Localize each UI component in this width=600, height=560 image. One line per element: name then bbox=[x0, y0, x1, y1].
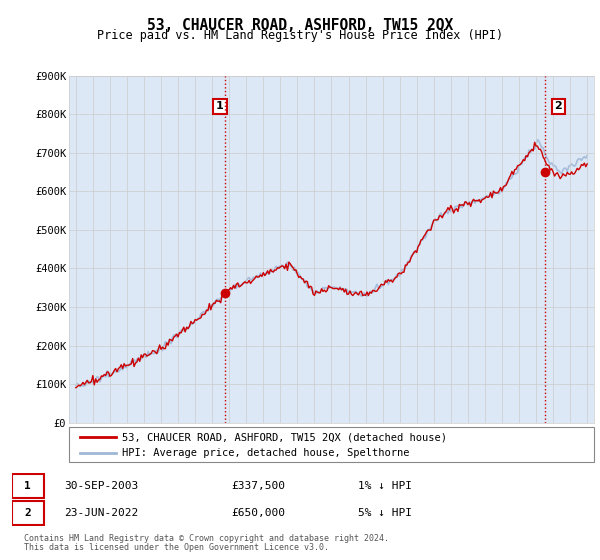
Text: 1: 1 bbox=[25, 481, 31, 491]
Text: 2: 2 bbox=[25, 508, 31, 518]
FancyBboxPatch shape bbox=[12, 501, 44, 525]
Text: HPI: Average price, detached house, Spelthorne: HPI: Average price, detached house, Spel… bbox=[121, 449, 409, 458]
Text: 53, CHAUCER ROAD, ASHFORD, TW15 2QX (detached house): 53, CHAUCER ROAD, ASHFORD, TW15 2QX (det… bbox=[121, 432, 446, 442]
Text: 23-JUN-2022: 23-JUN-2022 bbox=[64, 508, 138, 518]
Text: 1% ↓ HPI: 1% ↓ HPI bbox=[358, 481, 412, 491]
Text: 53, CHAUCER ROAD, ASHFORD, TW15 2QX: 53, CHAUCER ROAD, ASHFORD, TW15 2QX bbox=[147, 18, 453, 33]
Text: Price paid vs. HM Land Registry's House Price Index (HPI): Price paid vs. HM Land Registry's House … bbox=[97, 29, 503, 42]
Text: This data is licensed under the Open Government Licence v3.0.: This data is licensed under the Open Gov… bbox=[24, 543, 329, 552]
Text: £650,000: £650,000 bbox=[231, 508, 285, 518]
Text: 2: 2 bbox=[554, 101, 562, 111]
Text: Contains HM Land Registry data © Crown copyright and database right 2024.: Contains HM Land Registry data © Crown c… bbox=[24, 534, 389, 543]
Text: £337,500: £337,500 bbox=[231, 481, 285, 491]
FancyBboxPatch shape bbox=[12, 474, 44, 498]
Text: 1: 1 bbox=[216, 101, 224, 111]
Text: 30-SEP-2003: 30-SEP-2003 bbox=[64, 481, 138, 491]
Text: 5% ↓ HPI: 5% ↓ HPI bbox=[358, 508, 412, 518]
FancyBboxPatch shape bbox=[69, 427, 594, 462]
